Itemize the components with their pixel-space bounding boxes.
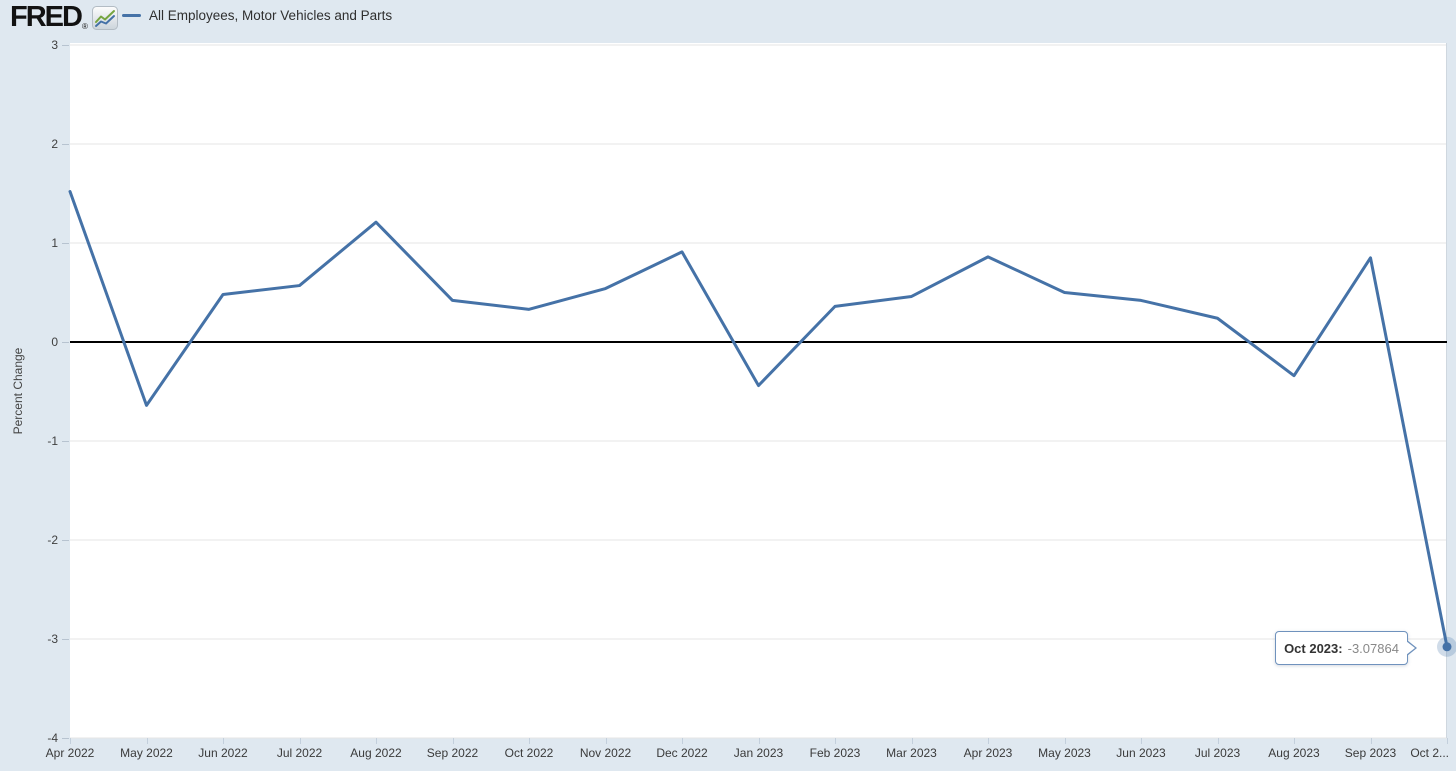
tooltip-date: Oct 2023: (1284, 640, 1343, 656)
y-axis-tick (62, 738, 69, 739)
tooltip-value: -3.07864 (1347, 640, 1399, 656)
x-axis-tick-label: Feb 2023 (809, 746, 861, 760)
x-axis-tick (1447, 738, 1448, 744)
y-axis-tick-label: 3 (51, 38, 58, 52)
y-axis-tick-label: -3 (47, 632, 58, 646)
x-axis-tick-label: Jun 2023 (1116, 746, 1166, 760)
x-axis-tick (835, 738, 836, 744)
tooltip-arrow-fill (1406, 641, 1415, 655)
y-axis-tick-label: 0 (51, 335, 58, 349)
x-axis-tick-label: Jan 2023 (733, 746, 784, 760)
x-axis-tick (1064, 738, 1066, 744)
x-axis-tick-label: Dec 2022 (656, 746, 708, 760)
x-axis-tick-label: Apr 2022 (45, 746, 95, 760)
fred-chart-icon (91, 6, 118, 30)
x-axis-tick (911, 738, 913, 744)
x-axis-tick (529, 738, 530, 744)
x-axis-tick (758, 738, 760, 744)
y-axis-tick (62, 243, 69, 244)
fred-logo-text: FRED (10, 1, 83, 33)
y-axis-tick (62, 342, 69, 343)
x-axis-tick-label: Nov 2022 (579, 746, 632, 760)
y-axis-tick (62, 441, 69, 442)
legend-label: All Employees, Motor Vehicles and Parts (149, 8, 393, 23)
y-axis-tick-label: 2 (51, 137, 58, 151)
y-axis-tick (62, 540, 69, 541)
tooltip: Oct 2023: -3.07864 (1275, 631, 1417, 665)
x-axis-tick-label: Sep 2022 (426, 746, 479, 760)
x-axis-tick (605, 738, 607, 744)
x-axis-tick-label: Mar 2023 (886, 746, 937, 760)
legend-line-swatch (122, 14, 141, 17)
x-axis-tick (146, 738, 148, 744)
x-axis-tick-label: Sep 2023 (1344, 746, 1397, 760)
x-axis-tick-label: Jul 2022 (276, 746, 323, 760)
chart-header: FRED ® All Employees, Motor Vehicles and… (0, 0, 1456, 42)
x-axis-tick (682, 738, 683, 744)
x-axis-tick-label: May 2023 (1038, 746, 1091, 760)
y-axis-tick (62, 144, 69, 145)
x-axis-tick-label: Aug 2022 (350, 746, 402, 760)
x-axis-tick (376, 738, 377, 744)
chart-canvas[interactable] (68, 43, 1456, 739)
x-axis-tick-label: Jul 2023 (1194, 746, 1241, 760)
y-axis-tick (62, 639, 69, 640)
x-axis-tick (1217, 738, 1219, 744)
x-axis-tick (299, 738, 301, 744)
legend-item[interactable]: All Employees, Motor Vehicles and Parts (122, 8, 392, 23)
registered-trademark-icon: ® (81, 22, 88, 31)
data-point-marker[interactable] (1442, 642, 1452, 652)
y-axis-tick (62, 45, 69, 46)
x-axis-tick-label: Jun 2022 (198, 746, 248, 760)
y-axis-tick-label: -2 (47, 533, 58, 547)
x-axis-tick (1294, 738, 1295, 744)
x-axis-tick (1370, 738, 1372, 744)
x-axis-tick (452, 738, 454, 744)
y-axis-title: Percent Change (11, 347, 25, 435)
x-axis-tick-label: May 2022 (120, 746, 173, 760)
x-axis-tick (70, 738, 71, 744)
fred-logo: FRED ® (10, 1, 118, 33)
plot-area[interactable] (68, 43, 1456, 739)
x-axis-tick (223, 738, 224, 744)
x-axis-tick-label: Oct 2022 (504, 746, 554, 760)
series-line[interactable] (68, 190, 1449, 649)
y-axis-tick-label: -4 (47, 731, 58, 745)
y-axis-tick-label: 1 (51, 236, 58, 250)
x-axis-tick (988, 738, 989, 744)
x-axis-tick-label: Apr 2023 (963, 746, 1013, 760)
x-axis-tick-label: Oct 2... (1410, 746, 1449, 760)
x-axis-tick-label: Aug 2023 (1268, 746, 1320, 760)
x-axis-tick (1141, 738, 1142, 744)
y-axis-tick-label: -1 (47, 434, 58, 448)
